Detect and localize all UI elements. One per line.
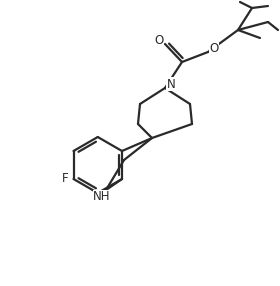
Text: F: F [62,172,69,186]
Text: N: N [167,78,175,90]
Text: O: O [209,41,219,55]
Text: O: O [154,33,164,47]
Text: NH: NH [93,190,111,204]
